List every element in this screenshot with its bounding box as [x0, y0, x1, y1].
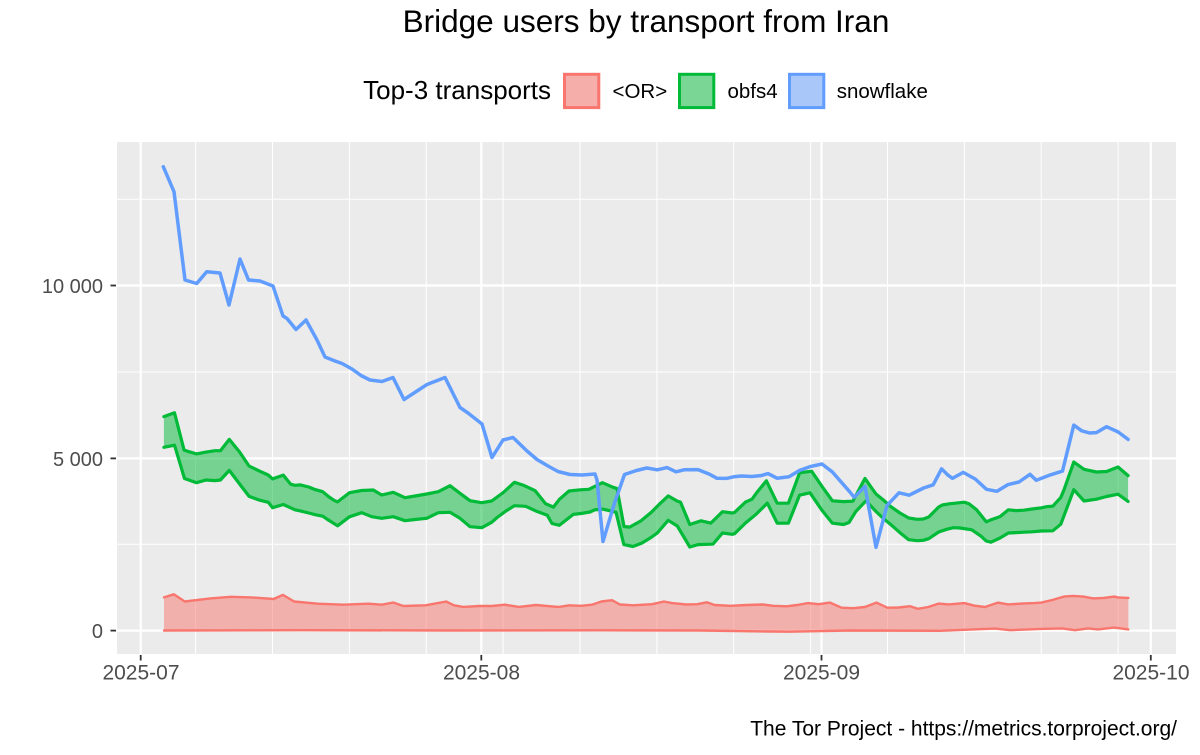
svg-text:10 000: 10 000	[42, 276, 103, 298]
svg-text:Top-3 transports: Top-3 transports	[363, 75, 551, 105]
svg-text:obfs4: obfs4	[728, 80, 778, 103]
svg-text:2025-08: 2025-08	[443, 662, 520, 685]
svg-text:The Tor Project - https://metr: The Tor Project - https://metrics.torpro…	[750, 718, 1177, 741]
svg-text:Bridge users by transport from: Bridge users by transport from Iran	[403, 3, 890, 39]
svg-text:5 000: 5 000	[53, 449, 103, 471]
svg-text:2025-10: 2025-10	[1112, 662, 1189, 685]
svg-text:<OR>: <OR>	[613, 80, 668, 103]
svg-text:0: 0	[92, 621, 103, 643]
svg-text:2025-09: 2025-09	[783, 662, 860, 685]
svg-text:2025-07: 2025-07	[102, 662, 179, 685]
svg-text:snowflake: snowflake	[837, 80, 928, 103]
